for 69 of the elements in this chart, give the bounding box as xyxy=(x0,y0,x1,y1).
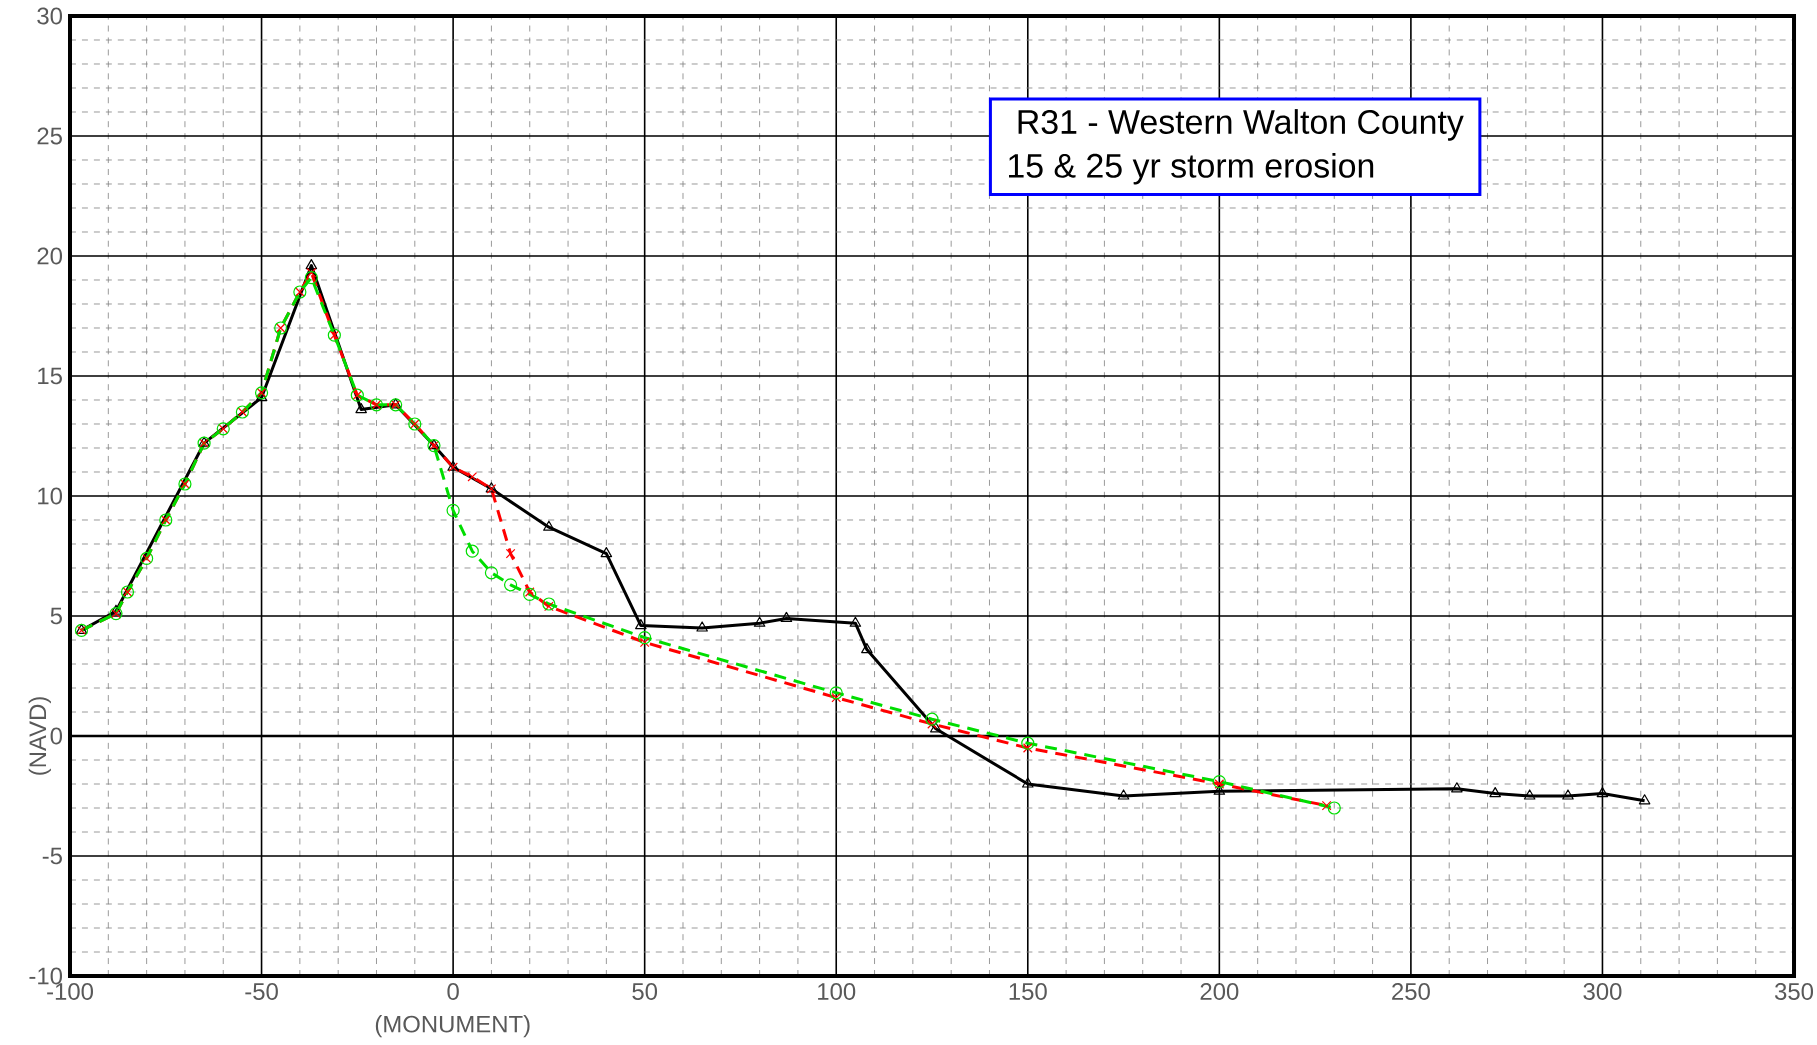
point xyxy=(523,587,537,601)
point xyxy=(1562,789,1574,800)
point xyxy=(355,402,367,414)
point xyxy=(467,471,478,482)
y-tick-label: 20 xyxy=(37,247,63,265)
y-tick-label: -10 xyxy=(29,967,63,985)
point xyxy=(255,390,268,402)
point xyxy=(1596,787,1609,798)
point xyxy=(110,604,122,615)
point xyxy=(831,692,842,703)
point xyxy=(304,270,318,285)
y-tick-label: 0 xyxy=(50,727,63,745)
point xyxy=(1021,736,1035,750)
point xyxy=(1117,789,1130,800)
point xyxy=(780,611,793,622)
point xyxy=(1489,787,1501,798)
point xyxy=(639,637,650,648)
x-tick-label: 150 xyxy=(1009,983,1047,1000)
point xyxy=(861,642,873,654)
point xyxy=(1214,779,1225,789)
y-tick-label: 10 xyxy=(38,487,63,505)
x-tick-label: -100 xyxy=(47,983,93,1000)
point xyxy=(1321,800,1332,811)
point xyxy=(925,712,939,726)
point xyxy=(306,267,317,278)
point xyxy=(1213,784,1226,795)
x-tick-label: 50 xyxy=(632,983,658,1000)
point xyxy=(753,616,766,627)
x-tick-label: 250 xyxy=(1392,983,1430,1000)
point xyxy=(503,578,518,592)
point xyxy=(927,719,937,729)
annotation: R31 - Western Walton County xyxy=(1018,109,1464,141)
point xyxy=(600,546,613,558)
y-tick-label: 25 xyxy=(37,127,62,145)
y-axis-title: (NAVD) xyxy=(28,697,51,775)
x-tick-label: 350 xyxy=(1774,983,1814,1000)
point xyxy=(1638,794,1651,805)
point xyxy=(1022,743,1033,753)
y-tick-label: -5 xyxy=(42,847,62,865)
point xyxy=(505,548,516,559)
point xyxy=(696,621,708,632)
point xyxy=(930,722,942,733)
point xyxy=(465,544,479,558)
point xyxy=(638,630,652,645)
point xyxy=(829,686,843,700)
x-tick-label: 100 xyxy=(818,983,856,1000)
point xyxy=(1523,789,1536,800)
point xyxy=(544,601,554,612)
point xyxy=(1021,777,1034,788)
point xyxy=(446,503,460,517)
point xyxy=(849,616,862,627)
point xyxy=(1212,775,1226,789)
y-tick-label: 30 xyxy=(37,7,63,25)
x-axis-title: (MONUMENT) xyxy=(375,1015,530,1038)
x-tick-label: 0 xyxy=(447,983,459,1000)
point xyxy=(305,258,318,270)
x-tick-label: 300 xyxy=(1583,983,1622,1000)
x-tick-label: -50 xyxy=(245,983,278,1000)
y-tick-label: 15 xyxy=(38,367,62,385)
point xyxy=(635,618,647,630)
point xyxy=(484,566,499,580)
point xyxy=(524,587,535,597)
y-tick-label: 5 xyxy=(50,607,62,625)
point xyxy=(543,520,555,531)
x-tick-label: 200 xyxy=(1200,983,1239,1000)
point xyxy=(542,597,556,611)
point xyxy=(1451,782,1463,793)
point xyxy=(1327,801,1341,815)
annotation: 15 & 25 yr storm erosion xyxy=(1009,152,1374,185)
